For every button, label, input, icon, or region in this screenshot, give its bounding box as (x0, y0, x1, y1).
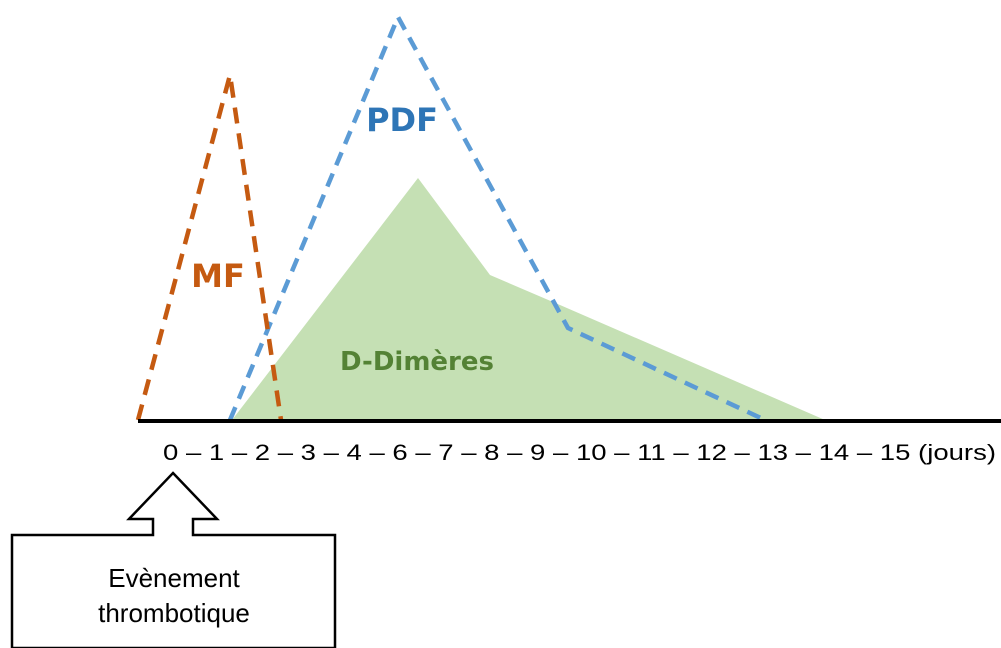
mf-curve (135, 72, 284, 421)
time-scale-text: 0 – 1 – 2 – 3 – 4 – 6 – 7 – 8 – 9 – 10 –… (163, 440, 996, 465)
pdf-curve (227, 14, 766, 423)
mf-label: MF (191, 257, 245, 295)
event-box-line1: Evènement (108, 563, 240, 593)
d-dimers-label: D-Dimères (340, 347, 494, 377)
event-box-line2: thrombotique (98, 598, 250, 628)
d-dimers-area (232, 178, 825, 420)
pdf-label: PDF (366, 101, 438, 139)
event-arrow (10, 471, 337, 648)
